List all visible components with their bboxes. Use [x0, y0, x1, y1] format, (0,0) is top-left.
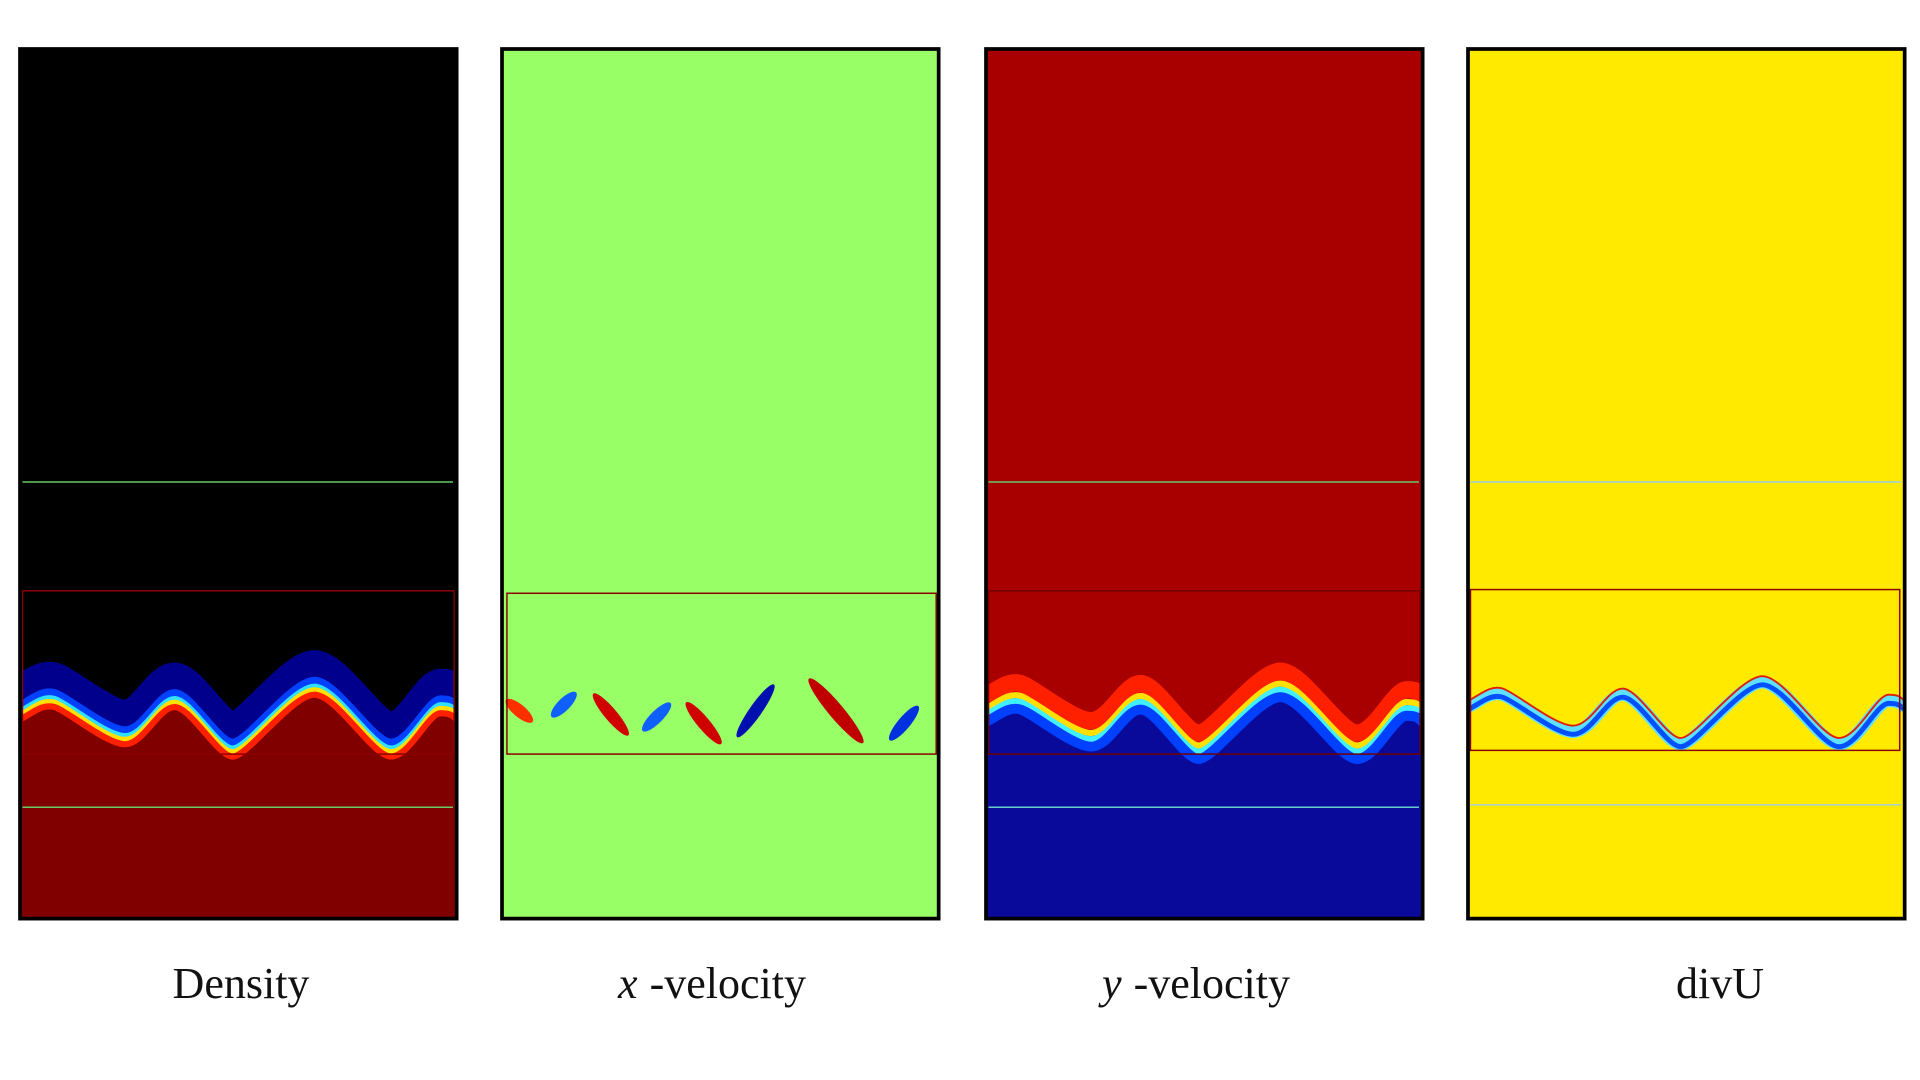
background: [1468, 49, 1905, 919]
divu-panel: [1466, 47, 1907, 921]
frame: [984, 47, 1425, 921]
blob: [808, 678, 864, 744]
vortices: [505, 678, 920, 745]
x-velocity-panel: [500, 47, 941, 921]
blob: [505, 698, 534, 723]
density-panel: [18, 47, 459, 921]
refine-box: [21, 590, 455, 755]
label-text: -velocity: [1134, 959, 1290, 1008]
panel-label: y -velocity: [1098, 959, 1290, 1008]
blob: [592, 693, 629, 736]
refine-box: [987, 590, 1421, 755]
frame: [500, 47, 941, 921]
variable: y: [1098, 959, 1122, 1008]
label-text: -velocity: [650, 959, 806, 1008]
background: [502, 49, 939, 919]
panel-label: x -velocity: [617, 959, 806, 1008]
y-velocity-panel: [984, 47, 1425, 921]
frame: [18, 47, 459, 921]
blob: [888, 705, 920, 741]
blob: [736, 684, 775, 738]
refine-box: [506, 592, 937, 755]
blob: [685, 701, 722, 745]
panel-label: divU: [1676, 959, 1764, 1008]
refine-box: [1469, 588, 1901, 752]
variable: x: [617, 959, 638, 1008]
panel-label: Density: [173, 959, 310, 1008]
blob: [550, 691, 577, 718]
blob: [641, 702, 672, 732]
frame: [1466, 47, 1907, 921]
